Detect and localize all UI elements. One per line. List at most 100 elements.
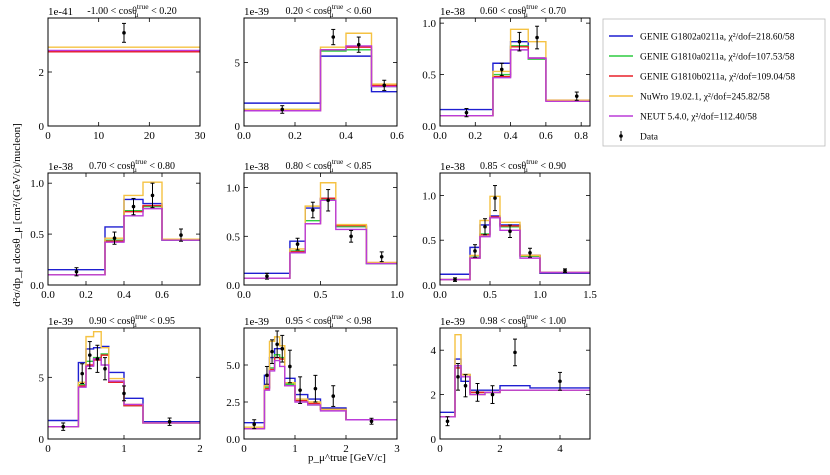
data-point: [464, 108, 469, 118]
y-tick-label: 0.0: [422, 121, 436, 133]
data-marker: [112, 236, 117, 240]
x-tick-label: 1.5: [583, 289, 597, 301]
x-tick-label: 0.6: [539, 130, 553, 142]
data-point: [264, 272, 269, 280]
data-point: [508, 224, 512, 239]
data-marker: [499, 67, 504, 72]
panel-4: 0.0 0.2 0.4 0.6 0.0 0.5 1.0 1e-38 0.70 < cosθtru…: [30, 157, 201, 301]
y-tick-label: 0: [39, 434, 45, 446]
data-point: [528, 247, 532, 258]
model-histogram-2: [440, 217, 590, 281]
data-point: [275, 330, 280, 359]
data-marker: [265, 274, 269, 279]
data-point: [483, 218, 487, 236]
x-tick-label: 30: [195, 130, 207, 142]
x-tick-label: 0.6: [390, 130, 404, 142]
y-scale-exponent: 1e-38: [48, 161, 74, 173]
data-point: [490, 385, 495, 404]
panel-frame: [243, 327, 398, 440]
model-histogram-5: [440, 365, 590, 418]
x-tick-label: 0.0: [237, 130, 251, 142]
data-point: [122, 385, 126, 402]
x-tick-label: 0.6: [155, 289, 169, 301]
y-tick-label: 2: [431, 390, 437, 402]
x-tick-label: 0.4: [117, 289, 131, 301]
legend-label: GENIE G1802a0211a, χ²/dof=218.60/58: [640, 32, 795, 43]
x-tick-label: 2: [197, 443, 203, 455]
y-scale-exponent: 1e-39: [48, 316, 74, 328]
y-tick-label: 5.0: [226, 360, 240, 372]
x-tick-label: 0.2: [468, 130, 482, 142]
panel-frame: [243, 17, 398, 127]
legend-swatch-marker: [619, 134, 623, 138]
data-marker: [331, 394, 336, 398]
legend-label: NuWro 19.02.1, χ²/dof=245.82/58: [640, 92, 770, 103]
data-marker: [453, 277, 457, 282]
x-tick-label: 0.4: [504, 130, 518, 142]
data-marker: [80, 371, 84, 376]
legend-item: NEUT 5.4.0, χ²/dof=112.40/58: [609, 112, 757, 123]
y-tick-label: 5: [39, 372, 45, 384]
model-histogram-4: [48, 331, 200, 428]
data-marker: [288, 364, 292, 369]
panel-title: 0.80 < cosθtrue μ < 0.85: [285, 157, 371, 174]
data-point: [80, 363, 85, 384]
model-histogram-5: [48, 207, 200, 276]
data-point: [112, 231, 117, 245]
data-point: [499, 62, 504, 77]
data-marker: [326, 198, 330, 203]
y-tick-label: 1.0: [422, 190, 436, 202]
legend-label: GENIE G1810b0211a, χ²/dof=109.04/58: [640, 72, 795, 83]
data-marker: [122, 31, 126, 35]
x-tick-label: 20: [144, 130, 156, 142]
data-point: [74, 267, 79, 277]
legend-label: Data: [640, 133, 659, 143]
y-scale-exponent: 1e-38: [244, 161, 270, 173]
model-histogram-5: [440, 217, 590, 281]
data-point: [517, 31, 522, 52]
panel-title: 0.20 < cosθtrue μ < 0.60: [285, 2, 371, 19]
panel-8: 0 1 2 3 0.0 2.5 5.0 1e-39 0.95 < cosθtrue μ < 0.9…: [226, 312, 400, 455]
panel-title: 0.85 < cosθtrue μ < 0.90: [480, 157, 566, 174]
panel-1: 0 10 20 30 0 2 1e-41 -1.00 < cosθtrue μ < 0.20: [39, 2, 207, 142]
y-tick-label: 0.0: [226, 434, 240, 446]
legend: GENIE G1802a0211a, χ²/dof=218.60/58 GENIE…: [602, 18, 826, 147]
data-point: [493, 185, 497, 212]
model-histogram-5: [440, 49, 590, 117]
x-tick-label: 1: [292, 443, 298, 455]
x-tick-label: 0.0: [433, 289, 447, 301]
panel-7: 0 1 2 0 5 1e-39 0.90 < cosθtrue μ < 0.95: [39, 312, 203, 455]
y-tick-label: 0: [235, 121, 241, 133]
model-histogram-1: [440, 40, 590, 111]
y-scale-exponent: 1e-38: [440, 6, 466, 18]
y-scale-exponent: 1e-38: [440, 161, 466, 173]
model-histogram-2: [440, 45, 590, 117]
data-marker: [311, 208, 315, 212]
panel-title: 0.60 < cosθtrue μ < 0.70: [480, 2, 566, 19]
data-marker: [475, 390, 480, 395]
panel-frame: [439, 17, 591, 127]
data-point: [331, 28, 336, 46]
x-tick-label: 0.4: [339, 130, 353, 142]
y-tick-label: 1.0: [422, 18, 436, 30]
y-tick-label: 0: [431, 434, 437, 446]
x-tick-label: 0.8: [574, 130, 588, 142]
data-point: [150, 182, 155, 209]
model-histogram-2: [244, 353, 397, 430]
y-tick-label: 2: [39, 67, 45, 79]
data-point: [310, 201, 315, 219]
data-point: [558, 371, 562, 391]
data-point: [167, 417, 172, 426]
y-tick-label: 0.0: [30, 280, 44, 292]
data-marker: [280, 346, 285, 351]
x-tick-label: 2: [497, 443, 503, 455]
data-point: [445, 416, 450, 427]
data-marker: [280, 107, 285, 112]
data-marker: [122, 391, 126, 396]
data-marker: [270, 349, 274, 354]
data-marker: [528, 250, 532, 255]
x-tick-label: 2: [343, 443, 349, 455]
x-tick-label: 0.5: [483, 289, 497, 301]
y-tick-label: 0.5: [422, 235, 436, 247]
